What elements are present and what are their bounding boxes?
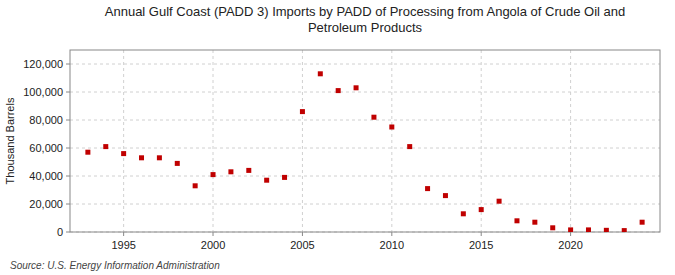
x-tick: [570, 232, 571, 236]
point: [461, 211, 466, 216]
grid-line-y: [70, 204, 660, 205]
point: [389, 125, 394, 130]
x-tick-label: 2010: [380, 239, 404, 251]
point: [318, 71, 323, 76]
grid: [70, 50, 660, 232]
point: [193, 183, 198, 188]
y-tick: [66, 64, 70, 65]
x-tick: [213, 232, 214, 236]
point: [532, 220, 537, 225]
grid-line-x: [391, 50, 392, 232]
y-tick-label: 100,000: [23, 86, 63, 98]
x-tick: [481, 232, 482, 236]
point: [640, 220, 645, 225]
y-tick: [66, 204, 70, 205]
point: [264, 178, 269, 183]
point: [354, 85, 359, 90]
y-tick: [66, 148, 70, 149]
point: [514, 218, 519, 223]
y-tick-label: 80,000: [29, 114, 63, 126]
y-tick-label: 40,000: [29, 170, 63, 182]
point: [282, 175, 287, 180]
y-tick-label: 20,000: [29, 198, 63, 210]
grid-line-y: [70, 92, 660, 93]
grid-line-x: [123, 50, 124, 232]
y-tick: [66, 120, 70, 121]
chart: Annual Gulf Coast (PADD 3) Imports by PA…: [0, 0, 675, 275]
point: [407, 144, 412, 149]
point: [586, 227, 591, 232]
x-tick-label: 1995: [111, 239, 135, 251]
grid-line-x: [213, 50, 214, 232]
y-tick: [66, 232, 70, 233]
grid-line-y: [70, 148, 660, 149]
point: [604, 228, 609, 232]
point: [336, 88, 341, 93]
points: [85, 71, 644, 232]
point: [246, 168, 251, 173]
grid-line-x: [570, 50, 571, 232]
x-tick: [391, 232, 392, 236]
y-tick-label: 0: [57, 226, 63, 238]
y-tick: [66, 92, 70, 93]
y-tick: [66, 176, 70, 177]
x-tick-label: 2005: [290, 239, 314, 251]
grid-line-y: [70, 120, 660, 121]
grid-line-x: [481, 50, 482, 232]
point: [157, 155, 162, 160]
point: [479, 207, 484, 212]
title: Annual Gulf Coast (PADD 3) Imports by PA…: [105, 4, 625, 35]
x-tick: [123, 232, 124, 236]
x-tick-label: 2020: [558, 239, 582, 251]
point: [175, 161, 180, 166]
plot-frame: [70, 50, 660, 232]
point: [211, 172, 216, 177]
point: [139, 155, 144, 160]
point: [568, 227, 573, 232]
grid-line-x: [302, 50, 303, 232]
point: [228, 169, 233, 174]
y-axis-label: Thousand Barrels: [4, 97, 16, 184]
point: [497, 199, 502, 204]
x-tick-label: 2000: [201, 239, 225, 251]
point: [371, 115, 376, 120]
point: [85, 150, 90, 155]
point: [622, 228, 627, 232]
grid-line-y: [70, 176, 660, 177]
source-note: Source: U.S. Energy Information Administ…: [10, 260, 220, 271]
grid-line-y: [70, 64, 660, 65]
point: [550, 225, 555, 230]
chart-container: Annual Gulf Coast (PADD 3) Imports by PA…: [0, 0, 675, 275]
point: [443, 193, 448, 198]
y-tick-label: 120,000: [23, 58, 63, 70]
point: [300, 109, 305, 114]
x-tick: [302, 232, 303, 236]
x-tick-label: 2015: [469, 239, 493, 251]
point: [425, 186, 430, 191]
point: [121, 151, 126, 156]
y-tick-label: 60,000: [29, 142, 63, 154]
point: [103, 144, 108, 149]
